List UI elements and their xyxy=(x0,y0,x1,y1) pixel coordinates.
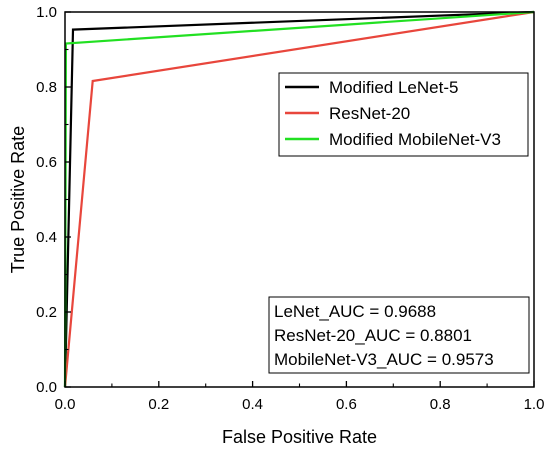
y-tick-label: 0.2 xyxy=(36,304,57,321)
x-tick-label: 1.0 xyxy=(524,396,545,413)
y-axis-title: True Positive Rate xyxy=(8,126,28,273)
x-axis-title: False Positive Rate xyxy=(222,427,377,447)
y-tick-label: 0.0 xyxy=(36,379,57,396)
x-tick-label: 0.6 xyxy=(336,396,357,413)
legend-label: ResNet-20 xyxy=(329,104,410,123)
y-tick-label: 0.8 xyxy=(36,79,57,96)
y-tick-label: 0.4 xyxy=(36,229,57,246)
x-tick-label: 0.2 xyxy=(148,396,169,413)
auc-text: LeNet_AUC = 0.9688 xyxy=(274,302,436,321)
series-line-2 xyxy=(63,10,535,388)
x-tick-label: 0.0 xyxy=(55,396,76,413)
tick-layer: 0.0 0.2 0.4 0.6 0.8 1.0 0.0 0.2 0.4 0.6 0.8 1.0 xyxy=(36,4,544,413)
legend: Modified LeNet-5 ResNet-20 Modified Mobile… xyxy=(278,72,529,157)
auc-text: MobileNet-V3_AUC = 0.9573 xyxy=(274,350,494,369)
legend-label: Modified MobileNet-V3 xyxy=(329,130,501,149)
x-tick-label: 0.4 xyxy=(242,396,263,413)
series-line-1 xyxy=(63,10,535,388)
y-tick-label: 1.0 xyxy=(36,4,57,21)
auc-annotation-box: LeNet_AUC = 0.9688 ResNet-20_AUC = 0.8801… xyxy=(268,296,530,374)
auc-text: ResNet-20_AUC = 0.8801 xyxy=(274,326,472,345)
legend-label: Modified LeNet-5 xyxy=(329,78,458,97)
legend-box xyxy=(278,72,529,157)
x-tick-label: 0.8 xyxy=(430,396,451,413)
y-tick-label: 0.6 xyxy=(36,154,57,171)
auc-box-frame xyxy=(268,296,530,374)
